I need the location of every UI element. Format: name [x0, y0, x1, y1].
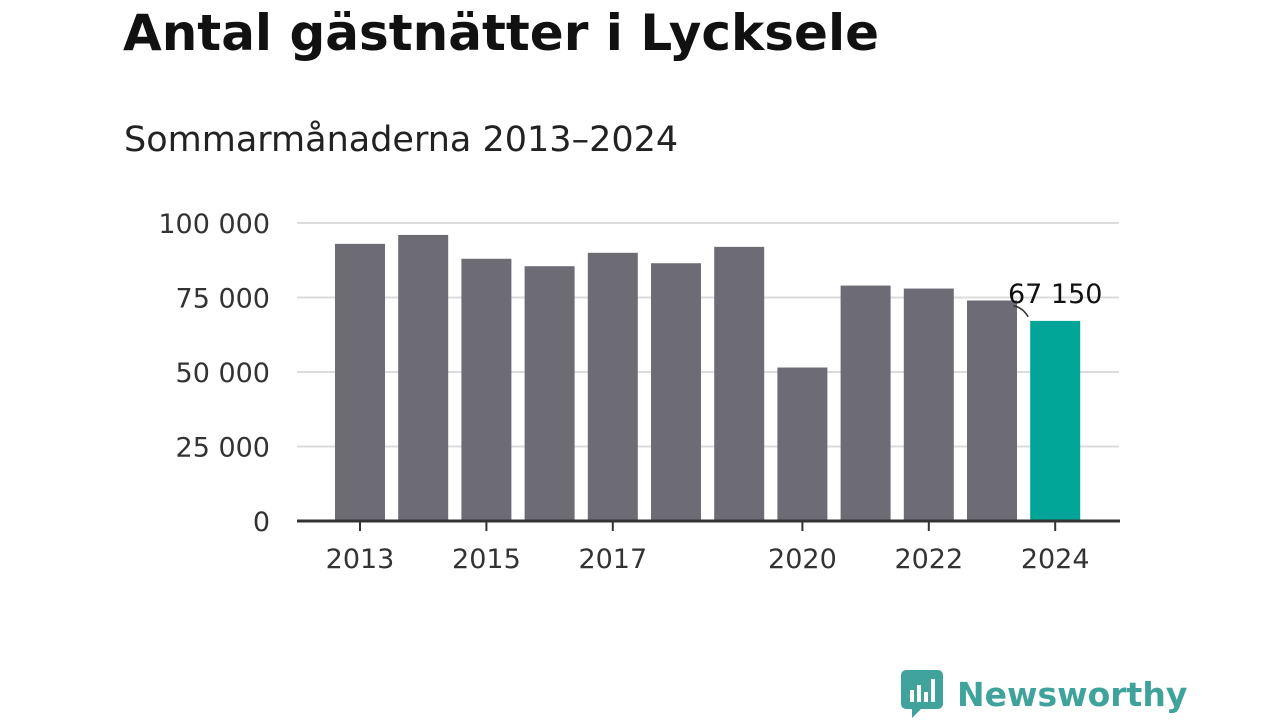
- newsworthy-logo-icon: [901, 670, 943, 718]
- bar: [840, 285, 891, 521]
- bar: [524, 266, 575, 521]
- bar: [967, 300, 1017, 521]
- bar: [398, 234, 449, 522]
- chart-subtitle: Sommarmånaderna 2013–2024: [124, 120, 679, 160]
- newsworthy-wordmark: Newsworthy: [957, 674, 1188, 714]
- x-tick-label: 2020: [768, 544, 837, 575]
- newsworthy-logo: Newsworthy: [901, 670, 1187, 718]
- bars: [335, 234, 1081, 522]
- x-tick-label: 2017: [578, 544, 647, 575]
- y-tick-label: 25 000: [176, 433, 270, 464]
- x-tick-label: 2022: [894, 544, 963, 575]
- x-tick-label: 2024: [1021, 544, 1090, 575]
- bar: [651, 263, 701, 521]
- y-tick-label: 50 000: [176, 358, 270, 389]
- bar: [777, 367, 828, 521]
- chart-title: Antal gästnätter i Lycksele: [123, 4, 880, 62]
- bar-highlight: [1030, 320, 1081, 521]
- annotations: 67 150: [1008, 279, 1102, 318]
- y-tick-label: 0: [253, 507, 270, 538]
- data-label-2024: 67 150: [1008, 279, 1102, 310]
- bar: [461, 258, 512, 521]
- bar: [587, 252, 638, 522]
- bar: [903, 288, 954, 521]
- x-axis: 2013 2015 2017 2020 2022 2024: [297, 519, 1120, 575]
- x-tick-label: 2013: [326, 544, 395, 575]
- y-tick-label: 100 000: [158, 209, 270, 240]
- bar: [335, 243, 385, 522]
- y-axis-labels: 0 25 000 50 000 75 000 100 000: [158, 209, 270, 538]
- annotation-connector: [1013, 305, 1029, 318]
- x-tick-label: 2015: [452, 544, 521, 575]
- bar: [714, 246, 765, 521]
- y-tick-label: 75 000: [176, 284, 270, 315]
